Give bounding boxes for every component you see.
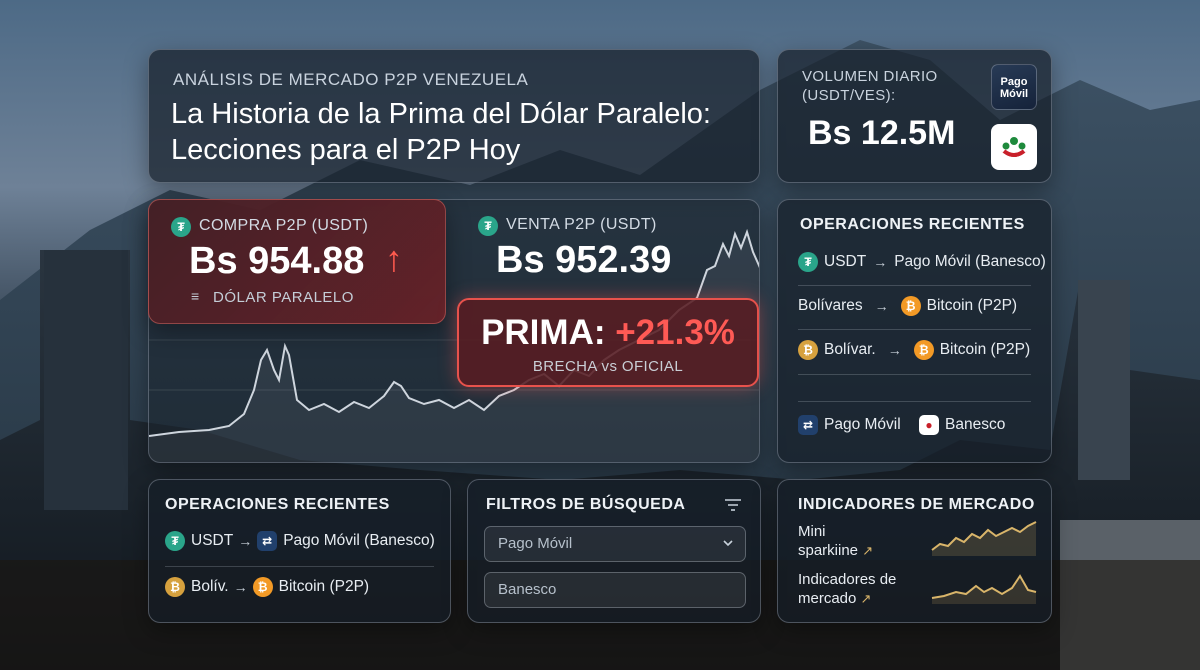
arrow-right-icon: → (887, 342, 902, 358)
search-filters-panel: FILTROS DE BÚSQUEDA Pago Móvil Banesco (467, 479, 761, 623)
section-title: OPERACIONES RECIENTES (800, 216, 1025, 233)
price-line (149, 228, 759, 437)
prima-card: PRIMA: +21.3% BRECHA vs OFICIAL (457, 298, 759, 387)
banesco-logo (991, 124, 1037, 170)
bank-input[interactable]: Banesco (484, 572, 746, 608)
market-indicators-panel: INDICADORES DE MERCADO Mini sparkiine ↗ … (777, 479, 1052, 623)
recent-operations-panel-right: OPERACIONES RECIENTES ₮ USDT → Pago Móvil (… (777, 199, 1052, 463)
volume-panel: VOLUMEN DIARIO (USDT/VES): Bs 12.5M Pago… (777, 49, 1052, 183)
sell-label: VENTA P2P (USDT) (506, 216, 657, 233)
buy-value: Bs 954.88 (189, 240, 365, 282)
arrow-right-icon: → (873, 254, 888, 270)
tether-icon: ₮ (171, 217, 191, 237)
title-panel: ANÁLISIS DE MERCADO P2P VENEZUELA La His… (148, 49, 760, 183)
list-item[interactable]: ₮ USDT → ⇄ Pago Móvil (Banesco) (165, 531, 435, 555)
page-title: La Historia de la Prima del Dólar Parale… (171, 98, 711, 166)
tether-icon: ₮ (478, 216, 498, 236)
list-icon: ≡ (191, 288, 200, 304)
buy-label: COMPRA P2P (USDT) (199, 217, 369, 234)
prima-value: PRIMA: +21.3% (481, 313, 735, 352)
list-item[interactable]: ₿ Bolív. → ₿ Bitcoin (P2P) (165, 577, 369, 601)
section-title: OPERACIONES RECIENTES (165, 496, 390, 513)
bolivar-coin-icon: ₿ (798, 340, 818, 360)
list-item[interactable]: Bolívares → ₿ Bitcoin (P2P) (798, 296, 1018, 316)
trend-up-icon: ↗ (862, 543, 874, 558)
list-item[interactable]: ₿ Bolívar. → ₿ Bitcoin (P2P) (798, 340, 1030, 364)
filter-icon[interactable] (724, 498, 742, 512)
banesco-icon: ● (919, 415, 939, 435)
payment-methods-row: ⇄ Pago Móvil ● Banesco (798, 415, 1005, 439)
divider (798, 401, 1031, 402)
mini-sparkline (931, 521, 1037, 556)
buy-sub-label: DÓLAR PARALELO (213, 289, 354, 306)
divider (165, 566, 434, 567)
volume-label: VOLUMEN DIARIO (USDT/VES): (802, 68, 938, 104)
sell-value: Bs 952.39 (496, 239, 672, 281)
tether-icon: ₮ (798, 252, 818, 272)
bitcoin-icon: ₿ (913, 340, 934, 360)
bolivar-coin-icon: ₿ (165, 577, 185, 597)
bitcoin-icon: ₿ (252, 577, 273, 597)
arrow-right-icon: → (874, 298, 889, 314)
list-item[interactable]: ₮ USDT → Pago Móvil (Banesco) (798, 252, 1046, 276)
trend-up-icon: ↗ (860, 591, 872, 606)
arrow-right-icon: → (238, 533, 253, 549)
bitcoin-icon: ₿ (900, 296, 921, 316)
volume-value: Bs 12.5M (808, 114, 956, 152)
prima-sub-label: BRECHA vs OFICIAL (532, 358, 684, 375)
market-sparkline (931, 574, 1037, 604)
pago-movil-icon: ⇄ (257, 531, 278, 551)
section-title: INDICADORES DE MERCADO (798, 496, 1035, 513)
divider (798, 285, 1031, 286)
indicator-label: Mini sparkiine ↗ (798, 523, 874, 559)
sell-price-card[interactable]: ₮ VENTA P2P (USDT) Bs 952.39 (462, 199, 760, 299)
section-title: FILTROS DE BÚSQUEDA (486, 496, 686, 513)
tether-icon: ₮ (165, 531, 185, 551)
indicator-label: Indicadores de mercado ↗ (798, 571, 897, 607)
pago-movil-logo: Pago Móvil (991, 64, 1037, 110)
arrow-up-icon: ↑ (385, 238, 403, 279)
recent-operations-panel-bottom: OPERACIONES RECIENTES ₮ USDT → ⇄ Pago Móvil … (148, 479, 451, 623)
divider (798, 374, 1031, 375)
buy-price-card[interactable]: ₮ COMPRA P2P (USDT) Bs 954.88 ↑ ≡ DÓLAR … (148, 199, 446, 324)
divider (798, 329, 1031, 330)
chevron-down-icon (723, 540, 733, 547)
arrow-right-icon: → (233, 579, 248, 595)
pago-movil-icon: ⇄ (798, 415, 818, 435)
title-kicker: ANÁLISIS DE MERCADO P2P VENEZUELA (173, 70, 529, 89)
payment-method-select[interactable]: Pago Móvil (484, 526, 746, 562)
